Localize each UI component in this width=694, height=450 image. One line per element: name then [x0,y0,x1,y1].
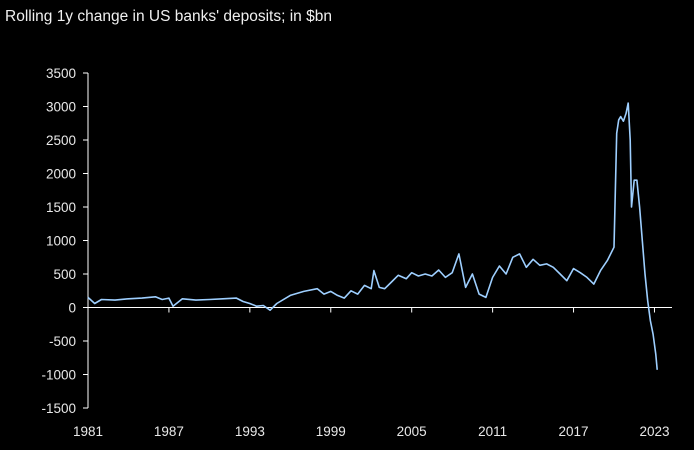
y-tick-label: 3500 [46,66,76,81]
chart-title: Rolling 1y change in US banks' deposits;… [5,8,332,25]
x-tick-label: 2023 [639,424,669,439]
x-tick-label: 1999 [316,424,346,439]
series-group [87,102,658,370]
x-tick-label: 1993 [235,424,265,439]
y-tick-label: 3000 [46,100,76,115]
y-tick-label: -1500 [41,401,76,416]
y-tick-label: -1000 [41,368,76,383]
y-tick-label: 1500 [46,200,76,215]
x-axis: 1981 1987 1993 1999 2005 2011 2017 2023 [73,307,672,439]
y-tick-label: 2500 [46,133,76,148]
y-tick-label: 1000 [46,234,76,249]
x-tick-label: 2005 [397,424,427,439]
y-tick-label: -500 [49,334,76,349]
x-tick-label: 2011 [478,424,507,439]
x-tick-label: 1981 [73,424,103,439]
y-tick-label: 0 [68,301,76,316]
y-axis: 3500 3000 2500 2000 1500 1000 500 0 -500 -1000 -15… [41,66,89,416]
y-tick-label: 500 [53,267,76,282]
y-tick-label: 2000 [46,167,76,182]
series-line [87,102,658,370]
x-tick-label: 1987 [154,424,184,439]
x-tick-label: 2017 [559,424,589,439]
